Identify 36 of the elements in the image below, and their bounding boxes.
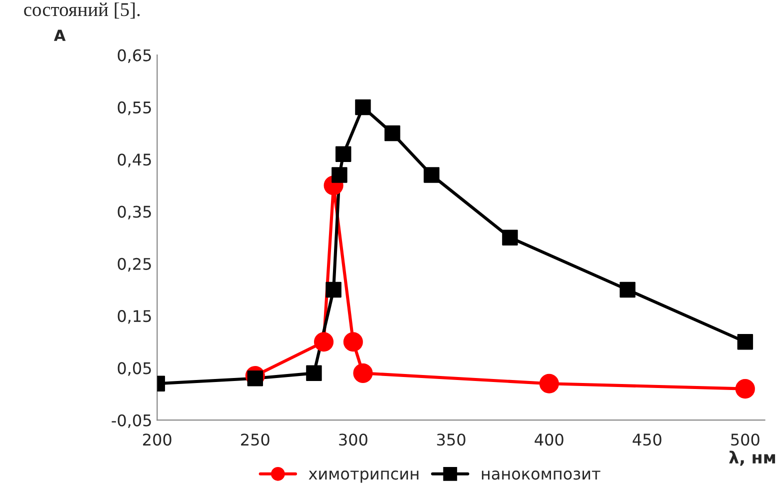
y-tick-label: 0,25 — [118, 258, 151, 272]
x-tick-label: 250 — [241, 434, 270, 446]
text: состояний [5]. — [24, 2, 140, 19]
point — [306, 365, 322, 382]
x-tick-label: 500 — [731, 434, 760, 446]
point — [353, 363, 373, 383]
point — [502, 230, 518, 246]
point — [539, 374, 559, 394]
y-tick-label: 0,15 — [118, 310, 151, 324]
y-axis-title: A — [54, 30, 66, 41]
point — [384, 125, 400, 142]
x-tick-label: 400 — [534, 434, 564, 446]
point — [735, 379, 755, 399]
y-tick-label: 0,55 — [118, 101, 151, 116]
point — [335, 146, 352, 162]
point — [355, 99, 371, 116]
x-tick-label: 350 — [437, 434, 466, 446]
point — [326, 282, 342, 298]
x-axis-title: λ, нм — [729, 450, 776, 466]
y-tick-label: 0,45 — [118, 154, 151, 168]
point — [343, 332, 363, 352]
point — [620, 282, 636, 298]
point — [332, 167, 348, 183]
point — [424, 167, 440, 183]
y-tick-label: 0,65 — [118, 49, 151, 63]
legend-label: нанокомпозит — [482, 470, 600, 480]
point — [247, 370, 264, 386]
x-tick-label: 450 — [632, 434, 662, 446]
y-tick-label: -0,05 — [112, 414, 151, 428]
y-tick-label: 0,35 — [118, 206, 151, 220]
point — [314, 332, 334, 352]
point — [737, 334, 754, 350]
legend-label: химотрипсин — [308, 470, 418, 483]
x-tick-label: 200 — [143, 434, 172, 446]
y-tick-label: 0,05 — [118, 362, 151, 376]
x-tick-label: 300 — [339, 434, 368, 446]
